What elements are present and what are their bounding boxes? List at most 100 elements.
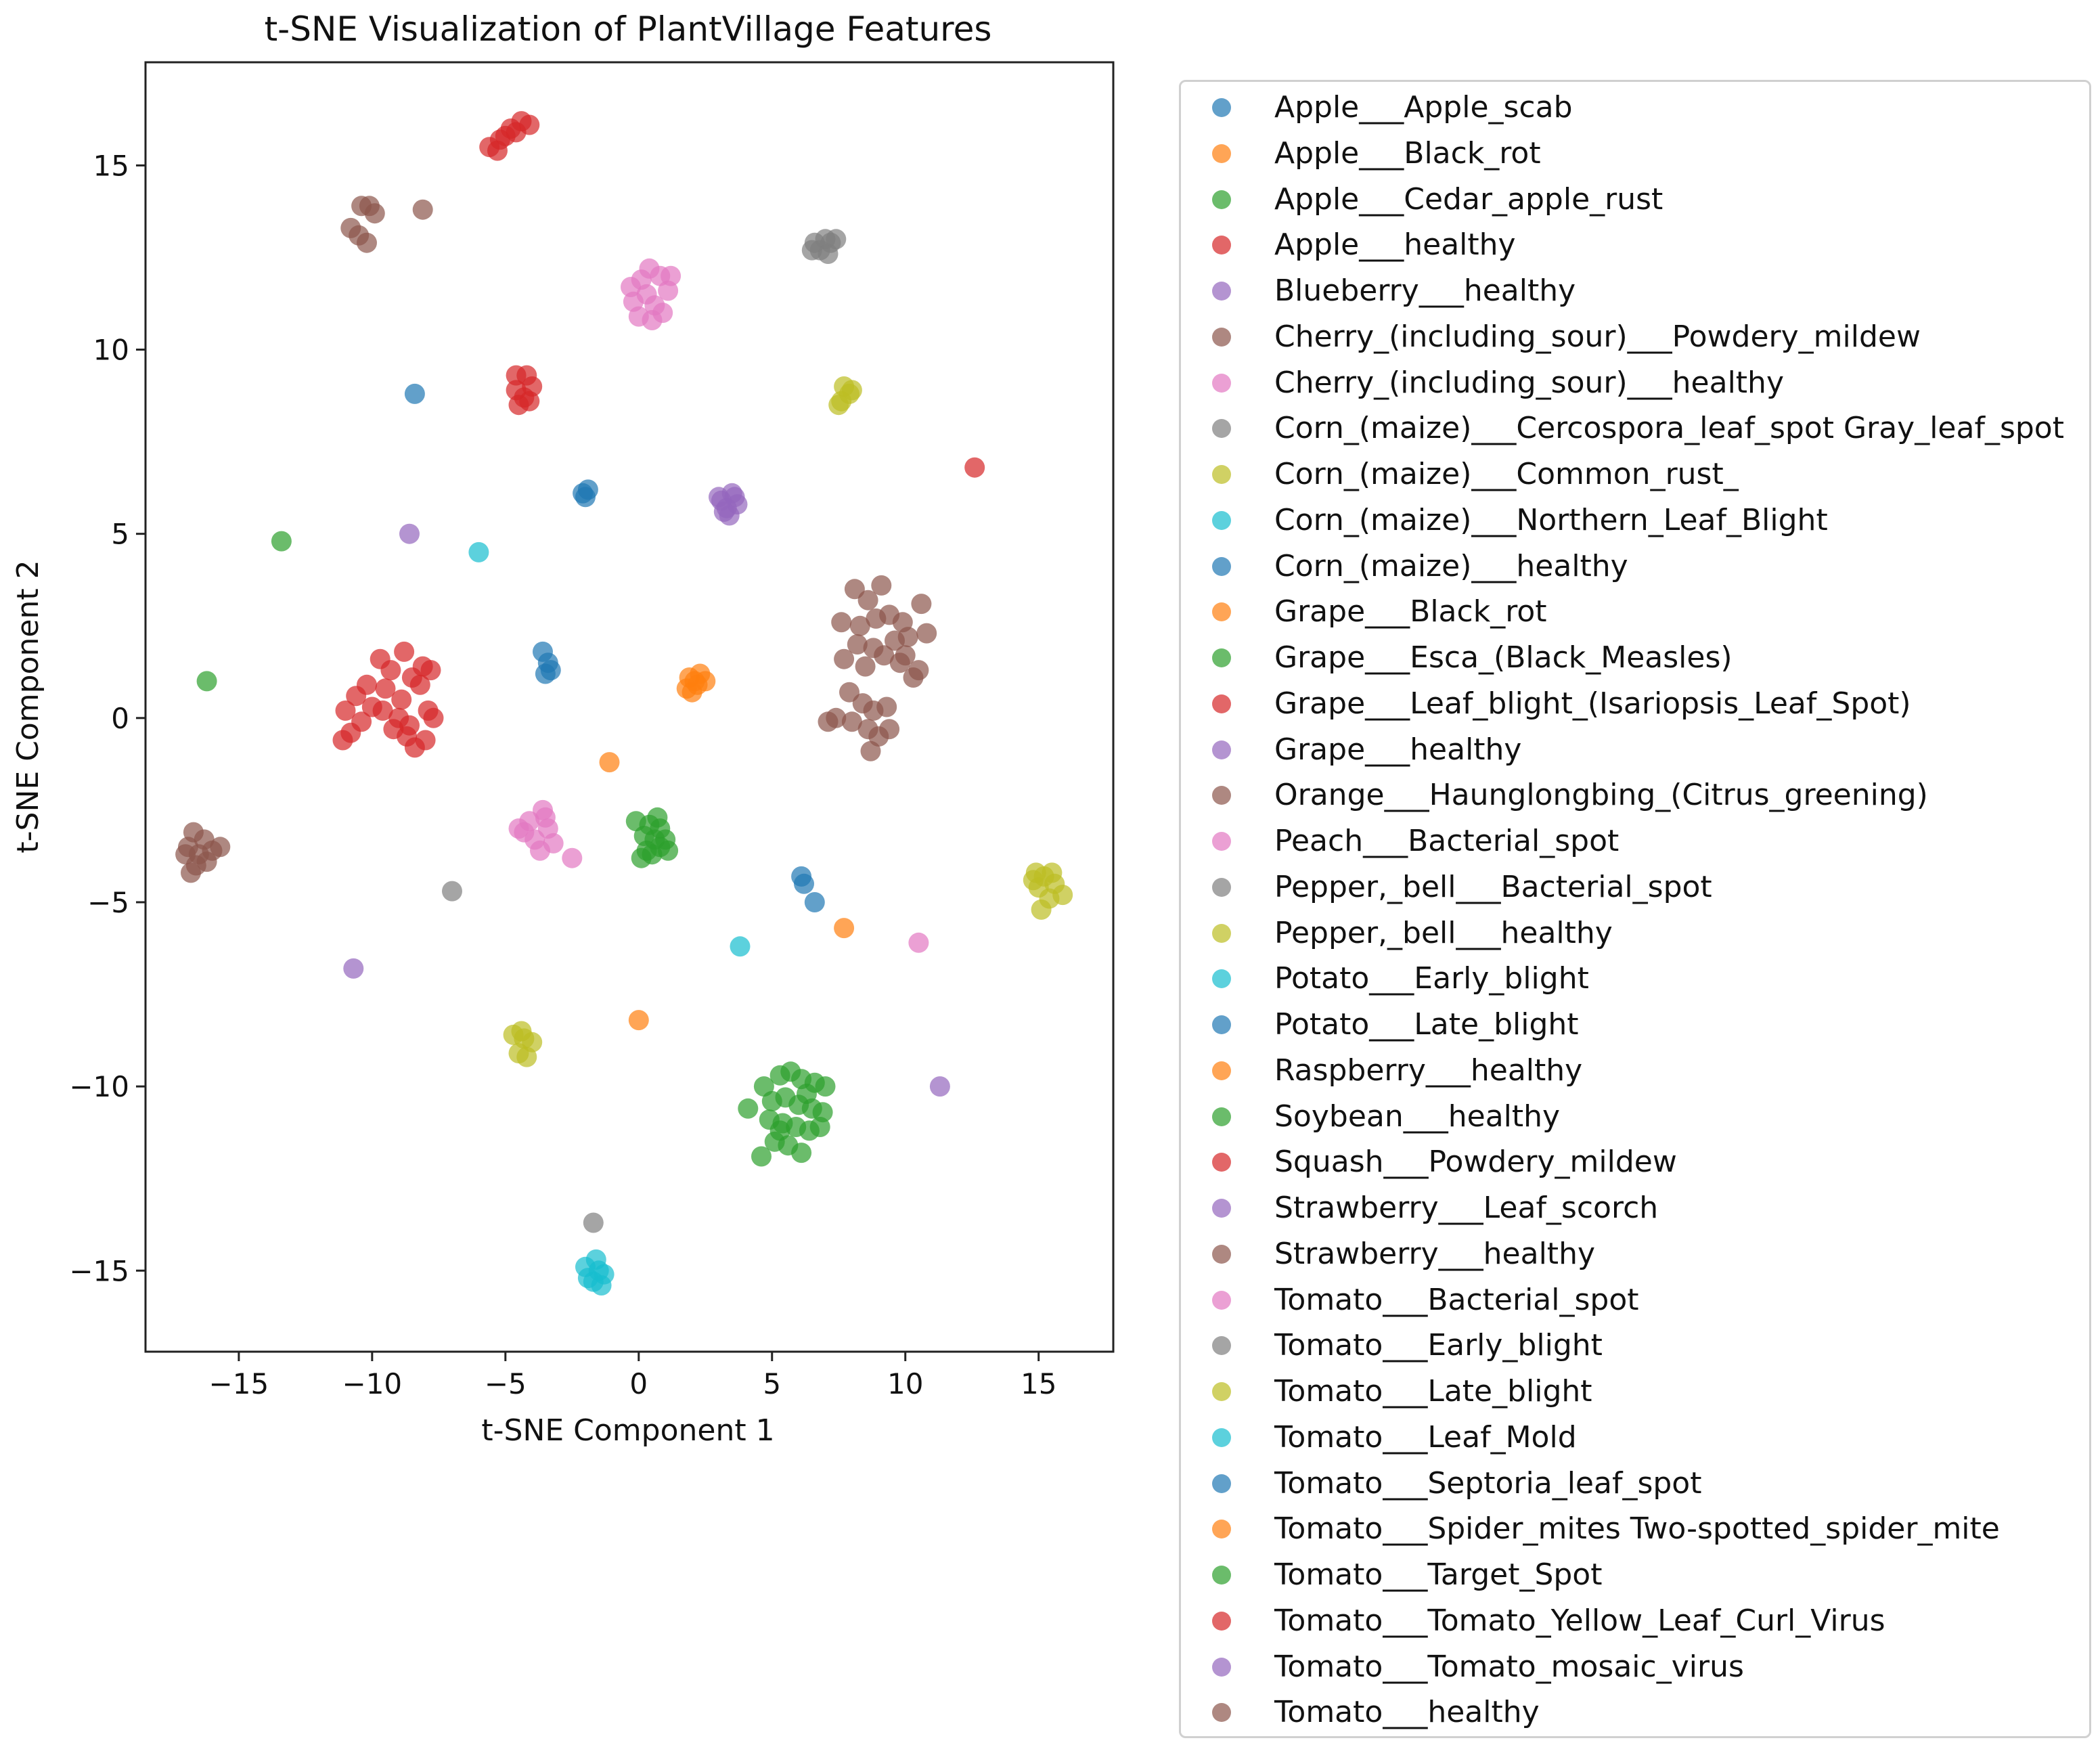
point-series-18-6 xyxy=(1031,899,1052,920)
legend-label: Potato___Early_blight xyxy=(1274,961,1589,996)
legend-marker xyxy=(1212,282,1231,301)
legend-marker xyxy=(1212,419,1231,439)
legend-item: Strawberry___Leaf_scorch xyxy=(1181,1188,2088,1228)
y-axis-ticks: −15 −10 −5 0 5 10 15 xyxy=(69,149,146,1287)
point-series-13-24 xyxy=(423,707,444,728)
point-series-17-0 xyxy=(442,881,462,902)
legend-item: Tomato___Early_blight xyxy=(1181,1325,2088,1366)
legend-item: Tomato___Target_Spot xyxy=(1181,1555,2088,1595)
point-series-21-0 xyxy=(834,918,855,939)
point-series-15-28 xyxy=(818,711,839,732)
point-series-18-8 xyxy=(1042,862,1063,883)
point-series-8-3 xyxy=(841,380,862,401)
legend-marker xyxy=(1212,694,1231,713)
point-series-32-19 xyxy=(791,1143,812,1164)
legend-label: Grape___healthy xyxy=(1274,732,1522,767)
y-axis-label: t-SNE Component 2 xyxy=(11,560,45,853)
point-series-16-6 xyxy=(530,840,550,861)
legend-item: Orange___Haunglongbing_(Citrus_greening) xyxy=(1181,775,2088,816)
point-series-15-4 xyxy=(849,615,870,636)
legend-item: Squash___Powdery_mildew xyxy=(1181,1142,2088,1182)
legend-marker xyxy=(1212,1015,1231,1034)
legend-label: Corn_(maize)___Cercospora_leaf_spot Gray… xyxy=(1274,411,2064,446)
point-series-15-8 xyxy=(911,594,932,615)
point-series-15-30 xyxy=(879,719,900,740)
point-series-15-20 xyxy=(839,682,859,703)
legend-item: Soybean___healthy xyxy=(1181,1097,2088,1137)
point-series-5-6 xyxy=(412,199,433,220)
point-series-7-5 xyxy=(801,240,822,261)
point-series-25-7 xyxy=(196,851,217,872)
point-series-15-1 xyxy=(857,590,878,611)
legend-label: Soybean___healthy xyxy=(1274,1099,1561,1134)
point-series-32-22 xyxy=(797,1084,817,1104)
legend-marker xyxy=(1212,1611,1231,1631)
y-tick-label: 0 xyxy=(111,702,129,735)
point-series-3-0 xyxy=(964,457,985,478)
point-series-15-23 xyxy=(876,696,897,717)
legend-item: Corn_(maize)___Cercospora_leaf_spot Gray… xyxy=(1181,408,2088,449)
legend-item: Grape___healthy xyxy=(1181,730,2088,770)
legend-item: Tomato___Tomato_mosaic_virus xyxy=(1181,1647,2088,1687)
legend-label: Tomato___Leaf_Mold xyxy=(1274,1419,1577,1455)
legend-item: Corn_(maize)___healthy xyxy=(1181,546,2088,587)
point-series-13-10 xyxy=(391,689,412,710)
point-series-16-8 xyxy=(562,847,583,868)
legend-marker xyxy=(1212,1290,1231,1310)
point-series-31-0 xyxy=(628,1010,649,1031)
legend-marker xyxy=(1212,1244,1231,1264)
legend-label: Tomato___healthy xyxy=(1274,1695,1540,1730)
legend-marker xyxy=(1212,740,1231,759)
point-series-26-0 xyxy=(908,932,929,953)
legend-marker xyxy=(1212,1703,1231,1723)
y-tick-label: −5 xyxy=(87,886,129,919)
legend-label: Cherry_(including_sour)___healthy xyxy=(1274,365,1784,400)
legend-label: Tomato___Early_blight xyxy=(1274,1328,1603,1363)
x-axis-label: t-SNE Component 1 xyxy=(481,1413,774,1448)
legend-marker xyxy=(1212,1520,1231,1539)
legend-item: Apple___healthy xyxy=(1181,225,2088,265)
point-series-32-4 xyxy=(815,1076,836,1097)
point-series-15-15 xyxy=(855,656,876,677)
point-series-13-19 xyxy=(388,707,409,728)
point-series-23-6 xyxy=(487,140,508,161)
point-series-25-5 xyxy=(210,837,231,858)
point-series-28-4 xyxy=(516,1046,537,1067)
legend-item: Raspberry___healthy xyxy=(1181,1050,2088,1091)
legend-item: Corn_(maize)___Common_rust_ xyxy=(1181,454,2088,495)
legend-marker xyxy=(1212,190,1231,209)
point-series-16-7 xyxy=(514,822,535,843)
legend-item: Grape___Black_rot xyxy=(1181,592,2088,632)
legend-marker xyxy=(1212,1153,1231,1172)
point-series-10-2 xyxy=(575,487,596,508)
legend-marker xyxy=(1212,1657,1231,1677)
point-series-15-24 xyxy=(841,711,862,732)
x-axis-ticks: −15 −10 −5 0 5 10 15 xyxy=(209,1352,1056,1400)
legend-item: Apple___Apple_scab xyxy=(1181,87,2088,128)
legend-item: Pepper,_bell___healthy xyxy=(1181,913,2088,954)
point-series-32-20 xyxy=(751,1146,772,1167)
legend-item: Grape___Leaf_blight_(Isariopsis_Leaf_Spo… xyxy=(1181,684,2088,724)
legend-marker xyxy=(1212,1061,1231,1080)
legend-item: Tomato___Septoria_leaf_spot xyxy=(1181,1463,2088,1504)
point-series-20-3 xyxy=(540,660,561,681)
legend-marker xyxy=(1212,832,1231,851)
legend-marker xyxy=(1212,786,1231,805)
y-tick-label: 5 xyxy=(111,518,129,551)
point-series-13-8 xyxy=(420,660,441,681)
point-series-13-5 xyxy=(394,641,415,662)
legend-label: Tomato___Target_Spot xyxy=(1274,1557,1603,1592)
point-series-33-6 xyxy=(519,391,540,412)
point-series-8-4 xyxy=(828,395,849,416)
legend-item: Tomato___healthy xyxy=(1181,1692,2088,1733)
point-series-13-22 xyxy=(372,700,393,721)
point-series-15-16 xyxy=(874,645,895,666)
legend-label: Apple___healthy xyxy=(1274,227,1516,263)
point-series-15-14 xyxy=(834,648,855,669)
legend-item: Tomato___Late_blight xyxy=(1181,1371,2088,1412)
point-series-2-0 xyxy=(271,531,292,552)
legend-marker xyxy=(1212,236,1231,255)
point-series-11-6 xyxy=(687,674,708,695)
legend-item: Peach___Bacterial_spot xyxy=(1181,821,2088,862)
